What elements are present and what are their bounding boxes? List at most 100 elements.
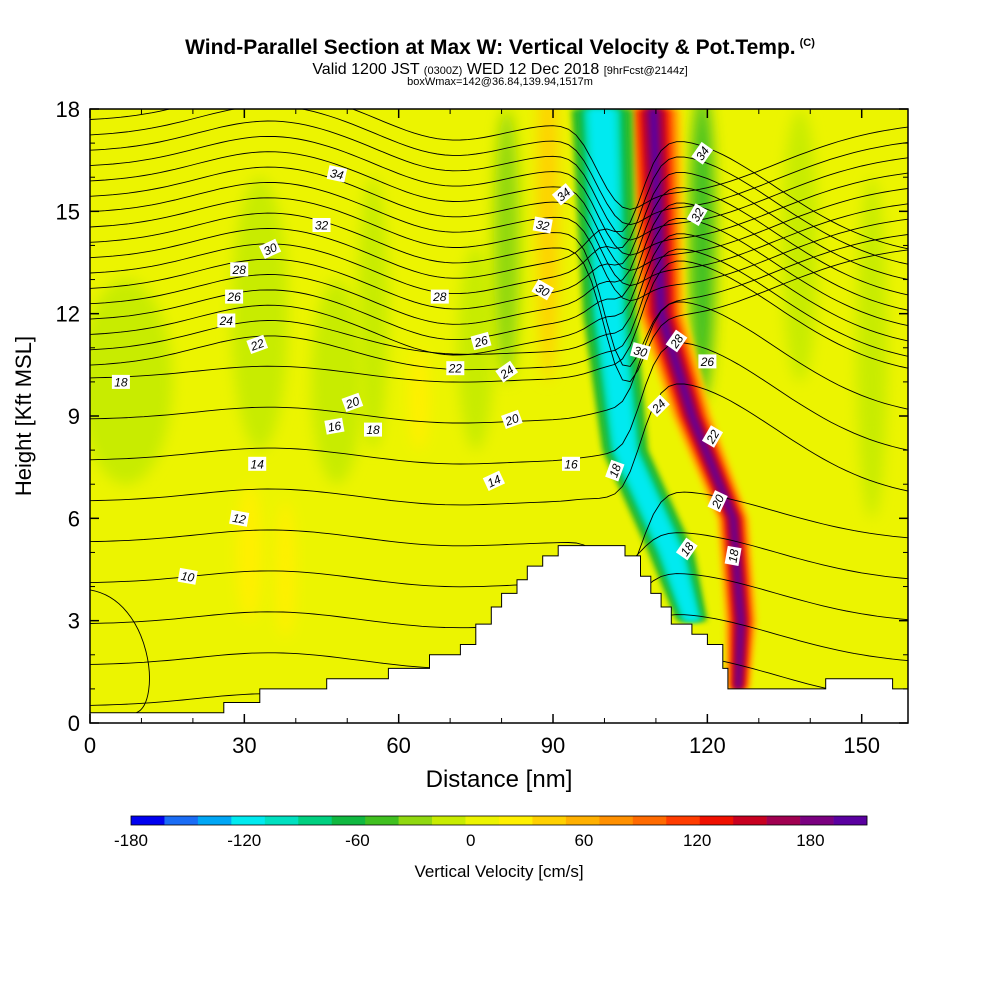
theta-contour-31 [90,151,908,271]
colorbar-swatch-16 [666,816,701,825]
contour-label-text: 28 [232,263,247,277]
chart-subtitle: Valid 1200 JST (0300Z) WED 12 Dec 2018 [… [0,61,1000,79]
y-tick-label: 12 [56,302,80,327]
contour-label-bg [647,394,670,418]
contour-label-5: 24 [217,313,236,328]
theta-contour-34 [90,109,908,226]
contour-label-28: 26 [698,354,717,369]
theta-contours [90,109,908,714]
axes: 0 30 60 90 120 150 0 3 6 9 12 15 18 [56,97,908,758]
subtitle-fcst: [9hrFcst@2144z] [603,65,688,77]
theta-contour-27 [90,212,908,383]
y-tick-label: 6 [68,506,80,531]
contour-label-bg [446,361,465,376]
colorbar-swatch-13 [565,816,600,825]
contour-label-bg [341,392,364,413]
contour-label-8: 20 [341,392,364,413]
contour-label-text: 26 [226,290,241,304]
colorbar-tick-label: 120 [683,831,711,850]
theta-contour-13 [90,532,908,588]
contour-label-bg [217,313,236,328]
theta-contour-26 [90,141,908,279]
contour-label-bg [246,334,269,355]
contour-label-7: 18 [111,374,130,389]
velocity-cell-6 [236,484,263,621]
colorbar-swatch-17 [699,816,734,825]
contour-label-bg [177,567,198,585]
updraft-band-5 [649,109,744,689]
contour-label-text: 24 [497,362,517,382]
contour-label-24: 30 [629,342,652,361]
subtitle-valid: Valid 1200 JST [312,61,420,78]
theta-contour-24 [90,171,908,310]
x-axis-label: Distance [nm] [425,766,573,793]
y-tick-label: 15 [56,199,80,224]
contour-label-text: 26 [700,355,715,369]
theta-contour-23 [90,187,908,325]
theta-contour-21 [90,217,908,356]
x-tick-label: 150 [843,733,880,758]
colorbar-swatch-9 [432,816,466,825]
colorbar-swatch-8 [398,816,433,825]
theta-contour-32 [90,135,908,256]
contour-label-text: 16 [564,457,578,471]
colorbar-swatch-11 [499,816,533,825]
contour-label-bg [229,509,250,527]
velocity-cell-7 [275,501,296,638]
contour-label-bg [111,374,130,389]
contour-label-bg [551,183,575,206]
contour-label-1: 32 [312,218,331,233]
colorbar: -180 -120 -60 0 60 120 180 [114,815,868,850]
x-tick-label: 30 [232,733,256,758]
contour-label-21: 34 [551,183,575,206]
colorbar-swatch-4 [264,816,299,825]
contour-label-15: 26 [470,331,492,351]
colorbar-swatch-0 [131,816,165,825]
contour-label-text: 18 [606,462,624,480]
velocity-cell-11 [781,109,818,382]
colorbar-swatch-14 [599,816,634,825]
colorbar-swatch-10 [465,816,500,825]
contour-label-11: 14 [248,456,267,471]
theta-contour-18 [90,260,908,383]
contour-label-text: 30 [261,240,279,258]
contour-label-3: 28 [230,262,249,277]
contour-label-text: 18 [366,423,380,437]
contour-label-text: 28 [667,332,687,352]
contour-label-20: 16 [562,456,580,471]
x-tick-label: 120 [689,733,726,758]
contour-label-text: 18 [726,548,742,564]
contour-label-text: 14 [485,472,503,490]
chart-title: Wind-Parallel Section at Max W: Vertical… [0,36,1000,60]
theta-contour-16 [90,342,908,465]
contour-label-bg [707,490,728,513]
contour-label-bg [562,456,580,471]
contour-label-31: 22 [701,425,724,448]
contour-label-text: 12 [231,511,247,527]
contour-label-14: 28 [430,289,449,304]
contour-label-bg [470,331,492,351]
colorbar-frame [130,815,868,826]
contour-label-34: 18 [724,545,742,566]
theta-contour-28 [90,197,908,367]
y-axis-label: Height [Kft MSL] [11,335,36,497]
contour-label-text: 22 [248,336,267,354]
x-tick-label: 0 [84,733,96,758]
theta-contour-cold-pool [90,589,150,714]
contour-label-30: 32 [686,203,708,226]
downdraft-band-3 [589,109,699,621]
colorbar-swatch-3 [231,816,266,825]
contour-label-text: 32 [688,205,707,224]
contour-label-22: 32 [532,216,553,234]
contour-label-text: 14 [251,457,265,471]
contour-label-2: 30 [258,238,282,260]
contour-label-19: 14 [482,470,506,491]
contour-label-bg [698,354,717,369]
contour-label-bg [675,537,698,561]
contour-label-text: 30 [632,343,649,360]
contour-label-bg [532,216,553,234]
title-mark: (C) [799,37,815,49]
contour-label-bg [225,289,244,304]
